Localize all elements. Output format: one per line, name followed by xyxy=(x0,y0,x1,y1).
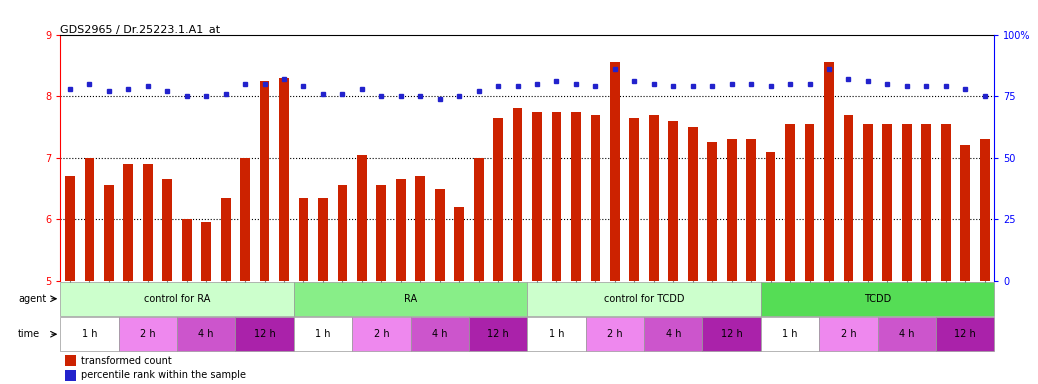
Bar xyxy=(84,158,94,281)
Text: 1 h: 1 h xyxy=(783,329,798,339)
Bar xyxy=(571,112,581,281)
Bar xyxy=(104,185,114,281)
Text: 4 h: 4 h xyxy=(899,329,914,339)
Bar xyxy=(532,112,542,281)
Bar xyxy=(980,139,989,281)
Bar xyxy=(279,78,289,281)
Bar xyxy=(118,317,176,351)
Text: control for TCDD: control for TCDD xyxy=(604,294,684,304)
Bar xyxy=(668,121,678,281)
Text: percentile rank within the sample: percentile rank within the sample xyxy=(81,370,246,380)
Bar xyxy=(761,282,994,316)
Bar xyxy=(551,112,562,281)
Bar xyxy=(357,155,366,281)
Text: 12 h: 12 h xyxy=(253,329,275,339)
Bar xyxy=(707,142,717,281)
Bar xyxy=(940,124,951,281)
Text: transformed count: transformed count xyxy=(81,356,171,366)
Text: 1 h: 1 h xyxy=(82,329,98,339)
Bar xyxy=(64,355,76,366)
Text: TCDD: TCDD xyxy=(864,294,892,304)
Text: 12 h: 12 h xyxy=(720,329,742,339)
Bar xyxy=(395,179,406,281)
Bar xyxy=(299,198,308,281)
Text: 4 h: 4 h xyxy=(665,329,681,339)
Bar xyxy=(922,124,931,281)
Bar xyxy=(527,282,761,316)
Bar xyxy=(882,124,893,281)
Bar xyxy=(124,164,133,281)
Bar xyxy=(960,146,971,281)
Bar xyxy=(411,317,469,351)
Bar xyxy=(60,317,118,351)
Text: 1 h: 1 h xyxy=(549,329,565,339)
Bar xyxy=(766,152,775,281)
Text: 2 h: 2 h xyxy=(607,329,623,339)
Bar xyxy=(221,198,230,281)
Bar xyxy=(240,158,250,281)
Text: 4 h: 4 h xyxy=(198,329,214,339)
Bar xyxy=(610,62,620,281)
Bar xyxy=(591,115,600,281)
Text: RA: RA xyxy=(404,294,417,304)
Bar xyxy=(527,317,585,351)
Bar xyxy=(513,109,522,281)
Bar xyxy=(844,115,853,281)
Bar xyxy=(162,179,172,281)
Bar xyxy=(337,185,348,281)
Bar xyxy=(377,185,386,281)
Bar xyxy=(644,317,703,351)
Bar xyxy=(877,317,936,351)
Bar xyxy=(64,369,76,381)
Bar xyxy=(435,189,444,281)
Text: 2 h: 2 h xyxy=(140,329,156,339)
Bar xyxy=(785,124,795,281)
Bar xyxy=(182,219,192,281)
Bar xyxy=(60,282,294,316)
Text: 2 h: 2 h xyxy=(374,329,389,339)
Text: 12 h: 12 h xyxy=(487,329,509,339)
Bar xyxy=(236,317,294,351)
Text: 1 h: 1 h xyxy=(316,329,331,339)
Bar xyxy=(824,62,834,281)
Bar xyxy=(176,317,236,351)
Bar xyxy=(649,115,659,281)
Bar xyxy=(473,158,484,281)
Text: 12 h: 12 h xyxy=(954,329,976,339)
Text: agent: agent xyxy=(18,294,47,304)
Bar xyxy=(761,317,819,351)
Bar xyxy=(469,317,527,351)
Text: time: time xyxy=(18,329,40,339)
Bar xyxy=(863,124,873,281)
Bar xyxy=(936,317,994,351)
Bar xyxy=(585,317,644,351)
Bar xyxy=(201,222,211,281)
Bar xyxy=(688,127,698,281)
Bar xyxy=(294,317,352,351)
Text: 2 h: 2 h xyxy=(841,329,856,339)
Bar xyxy=(455,207,464,281)
Bar xyxy=(352,317,411,351)
Bar xyxy=(294,282,527,316)
Bar xyxy=(703,317,761,351)
Text: GDS2965 / Dr.25223.1.A1_at: GDS2965 / Dr.25223.1.A1_at xyxy=(60,24,220,35)
Bar xyxy=(318,198,328,281)
Text: 4 h: 4 h xyxy=(432,329,447,339)
Bar xyxy=(143,164,153,281)
Bar xyxy=(65,176,75,281)
Bar xyxy=(415,176,426,281)
Text: control for RA: control for RA xyxy=(144,294,210,304)
Bar xyxy=(746,139,756,281)
Bar xyxy=(493,118,503,281)
Bar xyxy=(629,118,639,281)
Bar xyxy=(902,124,911,281)
Bar xyxy=(804,124,815,281)
Bar xyxy=(260,81,270,281)
Bar xyxy=(819,317,877,351)
Bar xyxy=(727,139,737,281)
